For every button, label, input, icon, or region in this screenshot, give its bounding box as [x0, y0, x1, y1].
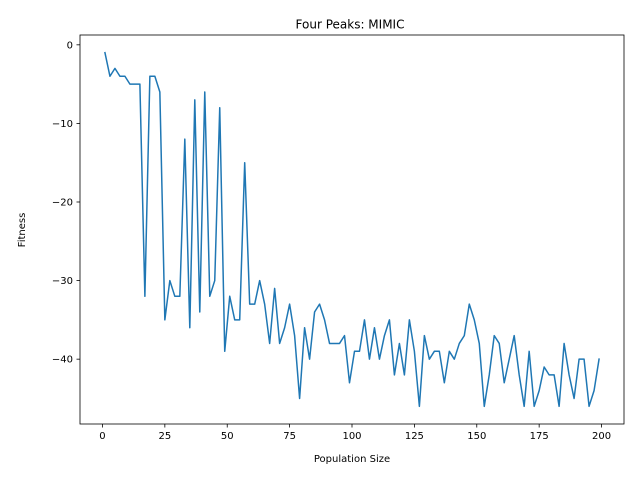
x-tick-label: 100 — [342, 431, 361, 442]
x-tick-label: 75 — [283, 431, 296, 442]
x-tick-label: 175 — [530, 431, 549, 442]
x-tick-label: 50 — [221, 431, 234, 442]
y-tick-label: −10 — [52, 119, 73, 130]
y-tick-label: 0 — [67, 40, 73, 51]
x-tick-label: 25 — [158, 431, 171, 442]
chart-title: Four Peaks: MIMIC — [296, 18, 405, 32]
y-tick-label: −20 — [52, 197, 73, 208]
x-tick-label: 200 — [592, 431, 611, 442]
x-tick-label: 125 — [405, 431, 424, 442]
x-tick-label: 0 — [99, 431, 105, 442]
y-axis-label: Fitness — [17, 213, 28, 248]
y-tick-label: −40 — [52, 355, 73, 366]
x-tick-label: 150 — [467, 431, 486, 442]
x-axis-label: Population Size — [314, 454, 390, 465]
series-line — [105, 53, 599, 407]
y-axis-ticks: 0 −10 −20 −30 −40 — [52, 40, 80, 365]
y-tick-label: −30 — [52, 276, 73, 287]
x-axis-ticks: 0 25 50 75 100 125 150 175 200 — [99, 424, 611, 442]
